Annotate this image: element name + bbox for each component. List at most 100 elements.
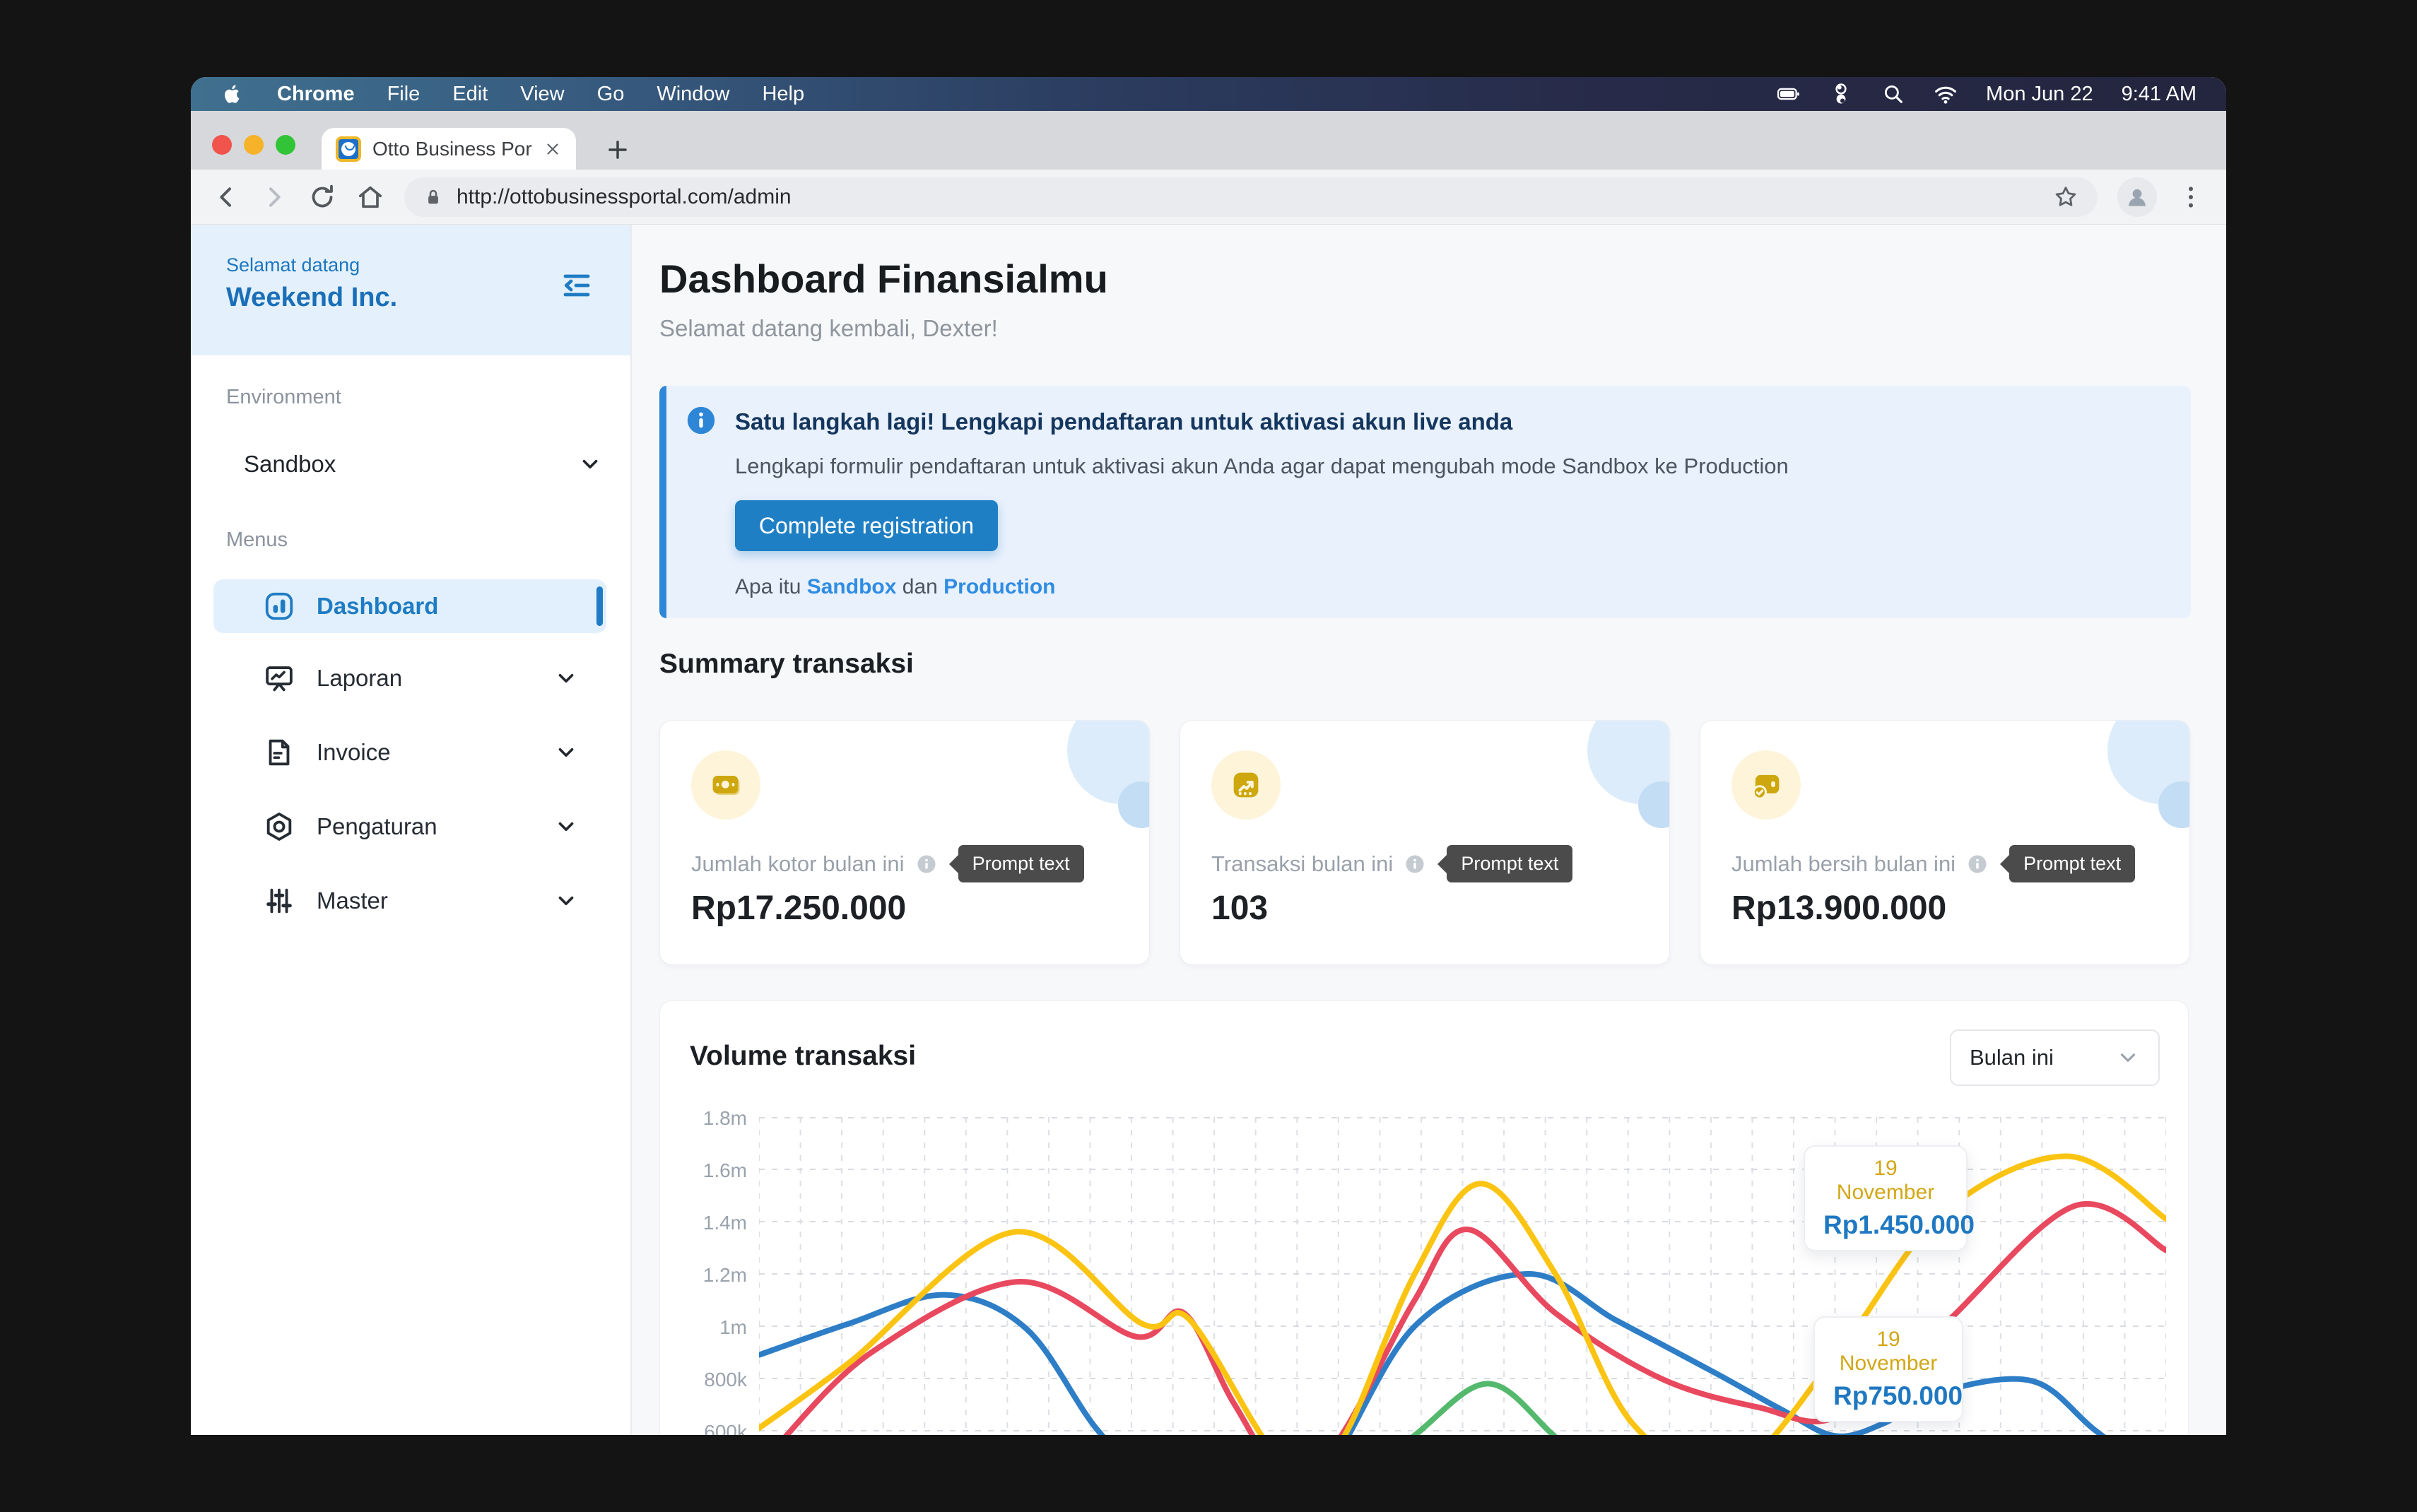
reload-icon[interactable] <box>308 183 336 211</box>
tooltip-value: Rp750.000 <box>1833 1381 1963 1410</box>
tooltip: Prompt text <box>2009 845 2136 882</box>
browser-tab-active[interactable]: Otto Business Portal <box>322 128 576 170</box>
info-icon[interactable] <box>1404 854 1425 875</box>
sidebar-item-label: Master <box>317 887 388 914</box>
y-axis-label: 1.2m <box>702 1264 747 1286</box>
profile-avatar[interactable] <box>2117 177 2157 217</box>
tooltip-value: Rp1.450.000 <box>1823 1210 1975 1239</box>
wallet-check-icon <box>1731 750 1801 820</box>
sidebar-item-laporan[interactable]: Laporan <box>213 651 606 705</box>
y-axis-label: 1.8m <box>702 1107 747 1129</box>
menubar-item-go[interactable]: Go <box>596 82 625 105</box>
y-axis-label: 800k <box>704 1369 747 1390</box>
menus-label: Menus <box>226 528 288 551</box>
period-filter-value: Bulan ini <box>1970 1045 2054 1070</box>
chevron-down-icon <box>558 673 574 683</box>
banner-footer: Apa itu Sandbox dan Production <box>735 575 1055 599</box>
menubar-item-help[interactable]: Help <box>762 82 805 105</box>
summary-card-gross: Jumlah kotor bulan ini Prompt text Rp17.… <box>659 720 1150 965</box>
summary-card-transactions: Transaksi bulan ini Prompt text 103 <box>1180 720 1670 965</box>
person-icon <box>2129 189 2146 206</box>
menubar-date[interactable]: Mon Jun 22 <box>1986 82 2093 105</box>
active-indicator <box>596 586 603 626</box>
sidebar-item-pengaturan[interactable]: Pengaturan <box>213 800 606 854</box>
tab-strip: Otto Business Portal <box>191 111 2226 170</box>
sidebar-item-master[interactable]: Master <box>213 874 606 928</box>
chevron-down-icon <box>582 459 598 469</box>
apple-icon[interactable] <box>220 82 245 106</box>
chevron-down-icon <box>2120 1053 2136 1062</box>
chart-tooltip-blue: 19 November Rp750.000 <box>1813 1316 1963 1422</box>
tooltip: Prompt text <box>958 845 1084 882</box>
bookmark-star-icon[interactable] <box>2052 184 2079 211</box>
chart-tooltip-yellow: 19 November Rp1.450.000 <box>1804 1145 1975 1251</box>
card-value: 103 <box>1211 890 1269 927</box>
collapse-sidebar-icon[interactable] <box>560 268 594 302</box>
close-window-button[interactable] <box>212 135 232 155</box>
card-value: Rp17.250.000 <box>691 890 907 927</box>
environment-select[interactable]: Sandbox <box>226 439 602 489</box>
y-axis-label: 1.4m <box>702 1212 747 1234</box>
sidebar-item-label: Invoice <box>317 739 391 765</box>
minimize-window-button[interactable] <box>244 135 264 155</box>
chevron-down-icon <box>558 748 574 757</box>
sliders-icon <box>266 888 292 914</box>
sandbox-link[interactable]: Sandbox <box>806 575 897 598</box>
url-bar[interactable]: http://ottobusinessportal.com/admin <box>404 177 2098 217</box>
sidebar-welcome-label: Selamat datang <box>226 254 360 276</box>
otto-favicon <box>336 136 361 162</box>
control-center-icon[interactable] <box>1829 82 1853 106</box>
sidebar-item-invoice[interactable]: Invoice <box>213 726 606 779</box>
sidebar-item-label: Dashboard <box>317 593 439 619</box>
sidebar-item-label: Laporan <box>317 665 403 691</box>
sidebar: Selamat datang Weekend Inc. Environment … <box>191 225 632 1435</box>
sidebar-item-label: Pengaturan <box>317 813 437 839</box>
menubar-item-edit[interactable]: Edit <box>452 82 488 105</box>
zoom-window-button[interactable] <box>276 135 295 155</box>
new-tab-icon[interactable] <box>604 136 631 163</box>
sidebar-item-dashboard[interactable]: Dashboard <box>213 579 606 633</box>
tab-close-icon[interactable] <box>543 140 562 158</box>
tooltip-date: 19 November <box>1836 1157 1935 1204</box>
chevron-down-icon <box>558 822 574 832</box>
chart-title: Volume transaksi <box>690 1041 917 1071</box>
tooltip: Prompt text <box>1447 845 1573 882</box>
wifi-icon[interactable] <box>1934 82 1958 106</box>
banner-body: Lengkapi formulir pendaftaran untuk akti… <box>735 454 1789 478</box>
menubar-time[interactable]: 9:41 AM <box>2121 82 2197 105</box>
period-filter-select[interactable]: Bulan ini <box>1950 1029 2160 1086</box>
complete-registration-button[interactable]: Complete registration <box>735 500 998 551</box>
production-link[interactable]: Production <box>943 575 1056 598</box>
card-label: Jumlah kotor bulan ini <box>691 851 905 876</box>
menubar-item-file[interactable]: File <box>387 82 421 105</box>
banner-footer-text: dan <box>896 575 944 598</box>
spotlight-search-icon[interactable] <box>1881 82 1905 106</box>
volume-chart-card: Volume transaksi Bulan ini 1.8m 1.6m 1.4… <box>659 1000 2189 1435</box>
url-text[interactable]: http://ottobusinessportal.com/admin <box>457 184 792 208</box>
back-icon[interactable] <box>212 183 240 211</box>
card-value: Rp13.900.000 <box>1731 890 1947 927</box>
y-axis-label: 1m <box>719 1316 747 1338</box>
chevron-down-icon <box>558 896 574 906</box>
home-icon[interactable] <box>356 183 384 211</box>
y-axis-label: 600k <box>704 1421 747 1435</box>
menubar-item-view[interactable]: View <box>520 82 565 105</box>
forward-icon[interactable] <box>260 183 288 211</box>
card-label: Jumlah bersih bulan ini <box>1731 851 1956 876</box>
card-label: Transaksi bulan ini <box>1211 851 1394 876</box>
y-axis-label: 1.6m <box>702 1159 747 1181</box>
menubar-item-window[interactable]: Window <box>657 82 730 105</box>
lock-icon <box>428 189 438 203</box>
tab-title: Otto Business Portal <box>372 137 532 160</box>
settings-icon <box>266 813 292 841</box>
info-icon[interactable] <box>916 854 937 875</box>
sidebar-header <box>191 225 630 355</box>
tooltip-date: 19 November <box>1839 1328 1938 1375</box>
browser-menu-icon[interactable] <box>2177 183 2205 211</box>
info-icon[interactable] <box>1967 854 1988 875</box>
dashboard-icon <box>265 592 293 620</box>
menubar-app-name[interactable]: Chrome <box>277 82 355 105</box>
page-content: Selamat datang Weekend Inc. Environment … <box>191 225 2226 1435</box>
sidebar-company-name: Weekend Inc. <box>226 283 398 312</box>
